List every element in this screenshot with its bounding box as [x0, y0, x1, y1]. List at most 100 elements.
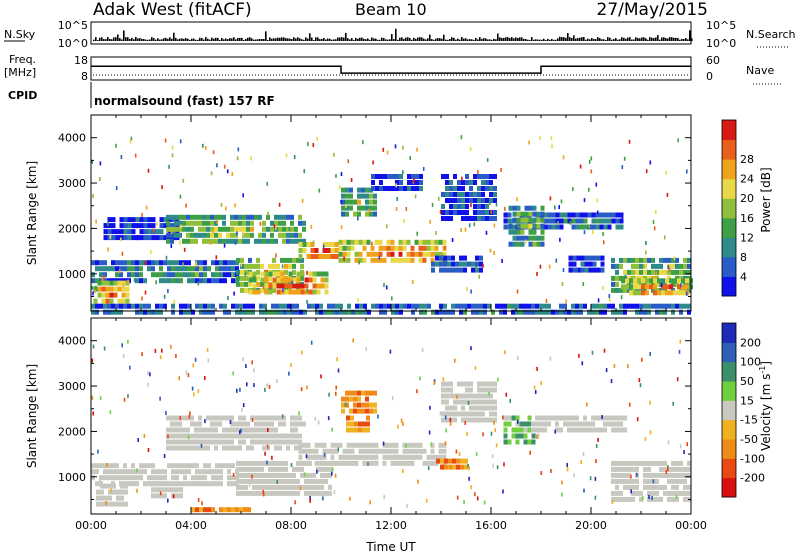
nsky-sample [503, 38, 505, 41]
heatmap-cell [489, 198, 493, 203]
heatmap-cell [503, 415, 508, 421]
heatmap-cell [131, 235, 136, 241]
colorbar-swatch [722, 419, 736, 440]
heatmap-cell [675, 478, 679, 484]
nsky-sample [493, 38, 495, 41]
heatmap-cell [479, 309, 483, 315]
heatmap-cell [226, 439, 230, 445]
heatmap-cell [248, 289, 253, 295]
heatmap-cell [186, 415, 190, 421]
heatmap-speckle [449, 417, 452, 422]
heatmap-speckle [91, 395, 94, 400]
heatmap-cell [532, 205, 537, 211]
heatmap-cell [171, 303, 175, 309]
nsky-sample [149, 39, 151, 41]
heatmap-speckle [170, 230, 173, 235]
heatmap-cell [270, 238, 274, 244]
heatmap-cell [535, 415, 539, 421]
heatmap-cell [260, 478, 264, 484]
nsky-sample [243, 39, 245, 41]
heatmap-cell [183, 303, 187, 309]
heatmap-cell [655, 490, 659, 496]
heatmap-cell [366, 427, 370, 433]
heatmap-cell [199, 469, 203, 475]
heatmap-cell [445, 399, 449, 405]
heatmap-cell [304, 478, 308, 484]
heatmap-cell [227, 507, 231, 513]
heatmap-cell [163, 469, 167, 475]
nsky-sample [467, 39, 469, 41]
heatmap-cell [495, 303, 499, 309]
heatmap-cell [124, 483, 128, 489]
heatmap-cell [515, 309, 519, 315]
heatmap-cell [210, 433, 214, 439]
heatmap-speckle [540, 471, 543, 475]
heatmap-speckle [245, 364, 247, 369]
heatmap-cell [354, 251, 359, 257]
heatmap-cell [611, 281, 615, 287]
heatmap-cell [270, 427, 274, 433]
heatmap-cell [451, 309, 455, 315]
heatmap-cell [210, 214, 214, 220]
heatmap-cell [457, 192, 461, 197]
heatmap-cell [349, 187, 353, 193]
heatmap-speckle [486, 158, 489, 162]
heatmap-cell [346, 239, 351, 245]
heatmap-cell [242, 427, 246, 433]
heatmap-cell [647, 496, 651, 502]
heatmap-cell [211, 481, 215, 487]
heatmap-cell [235, 309, 239, 315]
heatmap-speckle [216, 163, 218, 168]
heatmap-cell [477, 192, 481, 197]
heatmap-speckle [197, 497, 200, 502]
heatmap-cell [214, 226, 218, 232]
heatmap-cell [236, 257, 240, 263]
heatmap-cell [448, 458, 452, 464]
heatmap-cell [528, 229, 533, 235]
heatmap-cell [109, 298, 114, 304]
heatmap-cell [113, 286, 118, 292]
heatmap-speckle [293, 155, 296, 159]
heatmap-cell [304, 277, 309, 283]
heatmap-cell [187, 481, 191, 487]
heatmap-speckle [118, 269, 121, 274]
heatmap-cell [547, 303, 551, 309]
heatmap-cell [143, 469, 147, 475]
nsky-sample [135, 37, 137, 41]
heatmap-speckle [678, 349, 681, 354]
heatmap-speckle [666, 192, 669, 197]
heatmap-cell [469, 399, 473, 405]
heatmap-speckle [445, 428, 447, 433]
heatmap-speckle [163, 454, 166, 458]
nsky-sample [323, 37, 325, 41]
nsky-sample [603, 39, 605, 41]
nsky-sample [283, 37, 285, 41]
heatmap-cell [611, 309, 615, 315]
heatmap-cell [523, 427, 528, 433]
nsky-sample [601, 39, 603, 41]
heatmap-cell [358, 251, 363, 257]
heatmap-speckle [163, 294, 166, 299]
heatmap-cell [481, 393, 485, 399]
heatmap-cell [467, 261, 471, 267]
heatmap-cell [280, 484, 284, 490]
freq-tick-top: 18 [74, 54, 88, 67]
heatmap-speckle [509, 398, 511, 403]
heatmap-cell [383, 174, 387, 179]
heatmap-cell [254, 214, 258, 220]
heatmap-cell [298, 220, 302, 226]
heatmap-cell [441, 417, 445, 423]
heatmap-cell [493, 387, 497, 393]
heatmap-cell [179, 278, 183, 284]
heatmap-cell [357, 187, 361, 193]
heatmap-cell [218, 232, 222, 238]
heatmap-speckle [266, 444, 269, 449]
heatmap-cell [320, 271, 325, 277]
heatmap-cell [402, 257, 407, 263]
heatmap-cell [100, 495, 104, 501]
heatmap-cell [211, 469, 215, 475]
heatmap-cell [342, 454, 347, 460]
heatmap-speckle [323, 452, 326, 457]
colorbar-tick-label: 50 [740, 375, 754, 388]
heatmap-cell [345, 211, 349, 217]
